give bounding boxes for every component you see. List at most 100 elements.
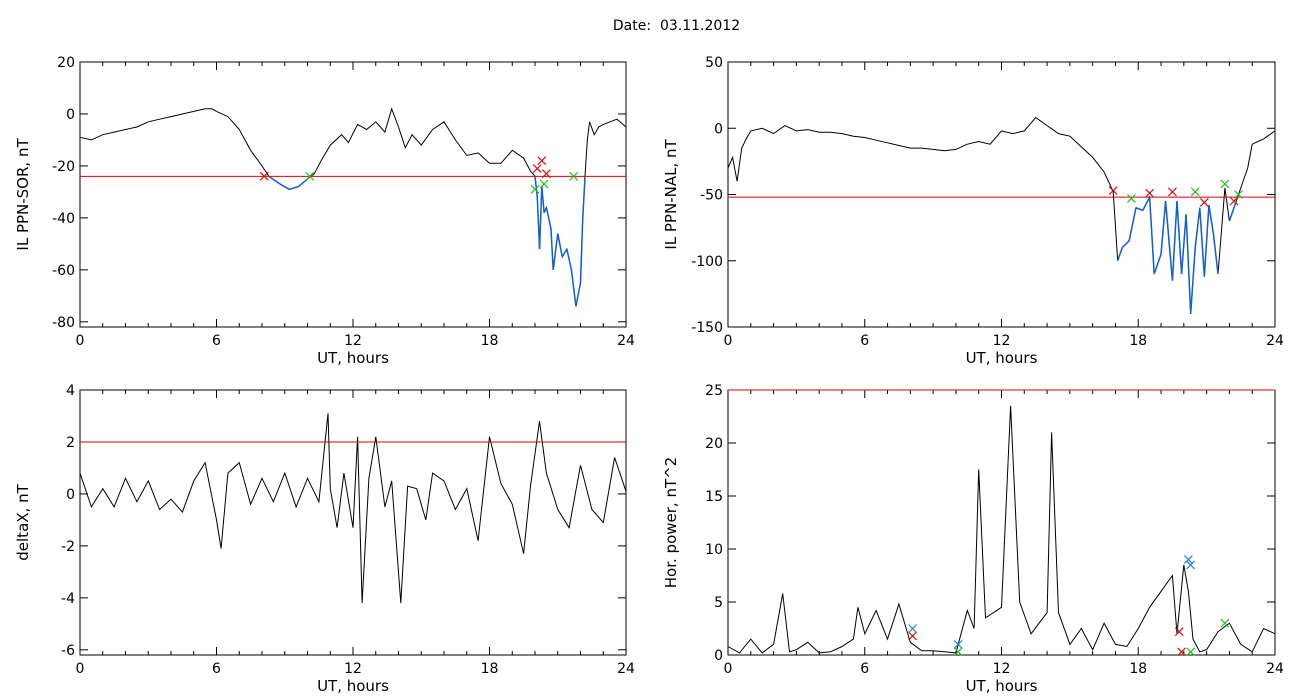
marker-end [1186, 647, 1196, 657]
marker-end [1190, 187, 1200, 197]
chart-panel-2: 0 6 12 18 24 -150 -100 -50 0 50 UT, hours IL PPN-NA… [662, 55, 1284, 367]
y-tick-label: -6 [61, 643, 75, 659]
x-tick-label: 24 [1266, 661, 1284, 677]
marker-start [1145, 188, 1155, 198]
marker-start [1177, 647, 1186, 657]
marker-start [908, 631, 918, 641]
event-segment [1128, 207, 1137, 242]
marker-peak [1183, 555, 1193, 565]
marker-end [1234, 190, 1243, 199]
x-tick-label: 24 [617, 661, 635, 677]
event-segment [545, 207, 550, 219]
series-line [727, 405, 1276, 654]
x-axis-title: UT, hours [317, 677, 389, 695]
marker-start [1108, 186, 1118, 195]
event-segment [1208, 204, 1215, 235]
marker-start [537, 156, 547, 166]
y-axis-title: IL PPN-NAL, nT [662, 139, 680, 250]
x-tick-label: 6 [860, 333, 869, 349]
event-segment [575, 282, 582, 307]
marker-peak [1186, 560, 1196, 570]
event-segment [561, 248, 568, 258]
event-segment [1189, 247, 1196, 314]
y-tick-label: 20 [705, 436, 723, 452]
y-axis-title: Hor. power, nT^2 [662, 457, 680, 588]
x-tick-label: 24 [617, 333, 635, 349]
marker-end [530, 184, 540, 194]
y-tick-label: 0 [714, 648, 723, 664]
y-tick-label: 0 [714, 121, 723, 137]
event-segment [1164, 201, 1174, 281]
y-tick-label: -20 [52, 159, 75, 175]
y-tick-label: 0 [66, 487, 75, 503]
x-axis-title: UT, hours [317, 349, 389, 367]
event-segment [1153, 253, 1162, 275]
y-tick-label: 4 [66, 383, 75, 399]
event-segment [289, 185, 299, 191]
event-segment [1135, 207, 1144, 212]
page-title: Date: 03.11.2012 [612, 18, 741, 34]
y-tick-label: 20 [57, 55, 75, 71]
event-segment [1203, 205, 1210, 277]
y-tick-label: 2 [66, 435, 75, 451]
event-segment [1199, 207, 1206, 277]
x-tick-label: 0 [724, 661, 733, 677]
marker-start [541, 169, 551, 179]
marker-end [953, 647, 963, 657]
y-tick-label: -60 [52, 263, 75, 279]
y-tick-label: 0 [66, 107, 75, 123]
y-tick-label: -40 [52, 211, 75, 227]
marker-start [259, 171, 269, 181]
y-tick-label: -2 [61, 539, 75, 555]
event-segment [582, 176, 586, 218]
marker-start [1199, 198, 1209, 207]
event-segment [579, 217, 584, 283]
marker-end [305, 171, 315, 181]
x-tick-label: 18 [1129, 333, 1147, 349]
event-segment [547, 217, 552, 229]
plot-frame [79, 61, 627, 328]
marker-start [1229, 196, 1239, 206]
event-segment [538, 186, 543, 250]
event-segment [1228, 200, 1237, 222]
x-tick-label: 24 [1266, 333, 1284, 349]
x-tick-label: 12 [344, 333, 362, 349]
x-axis-title: UT, hours [966, 349, 1038, 367]
y-axis-title: IL PPN-SOR, nT [14, 138, 32, 251]
y-tick-label: -50 [700, 188, 723, 204]
x-tick-label: 18 [1129, 661, 1147, 677]
event-segment [1171, 201, 1178, 281]
x-tick-label: 18 [481, 661, 499, 677]
x-tick-label: 6 [212, 661, 221, 677]
event-segment [1194, 207, 1201, 248]
x-tick-label: 18 [481, 333, 499, 349]
chart-panel-1: 0 6 12 18 24 -80 -60 -40 -20 0 20 UT, hours IL PPN-S… [14, 55, 635, 367]
marker-end [569, 171, 579, 181]
event-segment [1117, 247, 1124, 261]
marker-peak [908, 624, 918, 633]
event-segment [1148, 197, 1155, 275]
marker-end [539, 179, 549, 189]
event-segment [566, 248, 573, 271]
x-tick-label: 6 [212, 333, 221, 349]
y-tick-label: 5 [714, 595, 723, 611]
marker-end [1220, 618, 1230, 628]
y-tick-label: 15 [705, 489, 723, 505]
x-tick-label: 0 [76, 661, 85, 677]
x-tick-label: 0 [724, 333, 733, 349]
event-segment [550, 228, 554, 270]
event-segment [1176, 201, 1183, 275]
event-segment [1185, 214, 1192, 314]
y-tick-label: 50 [705, 55, 723, 71]
y-tick-label: -100 [691, 254, 723, 270]
event-segment [552, 233, 559, 270]
x-axis-title: UT, hours [966, 677, 1038, 695]
event-segment [1212, 234, 1219, 275]
marker-start [532, 164, 542, 173]
y-tick-label: 10 [705, 542, 723, 558]
y-tick-label: -80 [52, 315, 75, 331]
event-segment [1180, 214, 1187, 275]
marker-end [1220, 179, 1230, 189]
x-tick-label: 0 [76, 333, 85, 349]
